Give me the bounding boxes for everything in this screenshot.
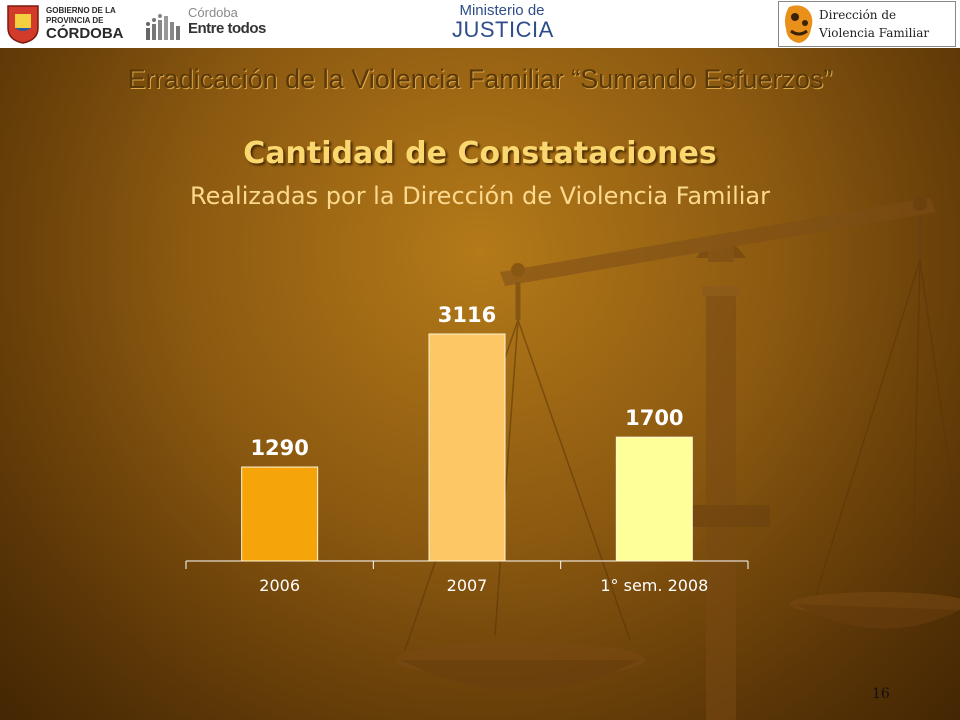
bars-icon — [146, 14, 180, 40]
data-label-1: 3116 — [438, 303, 496, 327]
gobierno-line3: CÓRDOBA — [46, 25, 124, 42]
bar-2 — [615, 436, 693, 562]
slide-title: Erradicación de la Violencia Familiar “S… — [127, 64, 833, 94]
gobierno-line1: GOBIERNO DE LA — [46, 6, 116, 15]
category-label-0: 2006 — [259, 576, 300, 595]
direccion-line2: Violencia Familiar — [819, 26, 930, 40]
category-label-1: 2007 — [447, 576, 488, 595]
shield-icon — [7, 5, 39, 44]
figure-icon — [785, 5, 813, 43]
category-label-2: 1° sem. 2008 — [600, 576, 708, 595]
data-label-0: 1290 — [250, 436, 308, 460]
direccion-line1: Dirección de — [819, 8, 897, 22]
data-label-2: 1700 — [625, 406, 683, 430]
ministerio-line1: Ministerio de — [459, 2, 545, 19]
ministerio-line2: JUSTICIA — [452, 17, 554, 42]
logo-cordoba-entre-todos: Córdoba Entre todos — [146, 6, 266, 42]
gobierno-line2: PROVINCIA DE — [46, 16, 104, 25]
scale-beam — [500, 198, 936, 286]
chart-title: Cantidad de Constataciones — [243, 136, 717, 171]
bar-1 — [428, 333, 506, 562]
page-number: 16 — [872, 686, 890, 702]
logo-direccion-violencia-familiar: Dirección de Violencia Familiar — [778, 1, 956, 47]
bar-0 — [241, 466, 319, 562]
header-bar: GOBIERNO DE LA PROVINCIA DE CÓRDOBA Córd… — [0, 0, 960, 48]
logo-gobierno-cordoba: GOBIERNO DE LA PROVINCIA DE CÓRDOBA — [6, 4, 136, 44]
chart-subtitle: Realizadas por la Dirección de Violencia… — [189, 182, 771, 210]
logo-ministerio-justicia: Ministerio de JUSTICIA — [452, 2, 554, 46]
cordoba-line1: Córdoba — [188, 5, 238, 20]
cordoba-line2: Entre todos — [188, 20, 266, 37]
